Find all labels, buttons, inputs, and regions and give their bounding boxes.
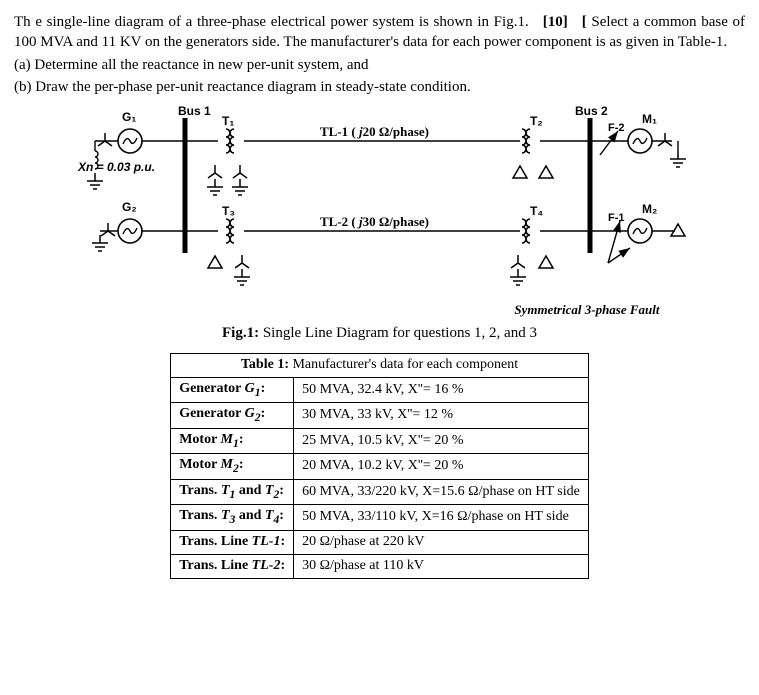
row-value: 50 MVA, 32.4 kV, X''= 16 % [294,377,589,403]
t1-label: T₁ [222,114,234,128]
f1-label: F-1 [608,212,625,224]
row-value: 20 Ω/phase at 220 kV [294,530,589,554]
g1-label: G₁ [122,110,136,124]
table-row: Trans. Line TL-1:20 Ω/phase at 220 kV [171,530,589,554]
table-row: Generator G1:50 MVA, 32.4 kV, X''= 16 % [171,377,589,403]
q-sub-b: (b) Draw the per-phase per-unit reactanc… [14,77,745,97]
row-value: 20 MVA, 10.2 kV, X''= 20 % [294,454,589,480]
table-row: Motor M2:20 MVA, 10.2 kV, X''= 20 % [171,454,589,480]
m2-label: M₂ [642,202,657,216]
table-row: Trans. Line TL-2:30 Ω/phase at 110 kV [171,554,589,578]
question-text: Th e single-line diagram of a three-phas… [14,12,745,53]
marks: [10] [543,14,568,30]
figure-caption: Fig.1: Single Line Diagram for questions… [60,323,700,343]
row-label: Trans. T3 and T4: [171,505,294,531]
data-table: Table 1: Manufacturer's data for each co… [170,353,589,579]
q-sub-a: (a) Determine all the reactance in new p… [14,55,745,75]
t4-label: T₄ [530,204,543,218]
m1-label: M₁ [642,112,657,126]
row-label: Motor M2: [171,454,294,480]
row-label: Generator G1: [171,377,294,403]
fig-caption-bold: Fig.1: [222,325,259,341]
tl1-label: TL-1 ( j20 Ω/phase) [320,124,429,139]
g2-label: G₂ [122,200,137,214]
t2-label: T₂ [530,114,543,128]
row-value: 30 MVA, 33 kV, X''= 12 % [294,403,589,429]
row-value: 50 MVA, 33/110 kV, X=16 Ω/phase on HT si… [294,505,589,531]
table-title-rest: Manufacturer's data for each component [289,357,518,372]
row-label: Generator G2: [171,403,294,429]
bus1-label: Bus 1 [178,104,211,118]
table-row: Trans. T3 and T4:50 MVA, 33/110 kV, X=16… [171,505,589,531]
row-value: 25 MVA, 10.5 kV, X''= 20 % [294,428,589,454]
row-value: 60 MVA, 33/220 kV, X=15.6 Ω/phase on HT … [294,479,589,505]
row-value: 30 Ω/phase at 110 kV [294,554,589,578]
figure-wrap: Bus 1 Bus 2 G₁ Xn = 0.03 p.u. T₁ TL-1 ( … [60,103,700,343]
xn-label: Xn = 0.03 p.u. [77,160,155,174]
bus2-label: Bus 2 [575,104,608,118]
table-row: Generator G2:30 MVA, 33 kV, X''= 12 % [171,403,589,429]
table-title-bold: Table 1: [241,357,289,372]
row-label: Trans. T1 and T2: [171,479,294,505]
row-label: Motor M1: [171,428,294,454]
row-label: Trans. Line TL-1: [171,530,294,554]
tl2-label: TL-2 ( j30 Ω/phase) [320,214,429,229]
t3-label: T₃ [222,204,235,218]
fault-note: Symmetrical 3-phase Fault [60,301,660,319]
table-row: Motor M1:25 MVA, 10.5 kV, X''= 20 % [171,428,589,454]
table-row: Trans. T1 and T2:60 MVA, 33/220 kV, X=15… [171,479,589,505]
fig-caption-text: Single Line Diagram for questions 1, 2, … [259,325,537,341]
single-line-diagram: Bus 1 Bus 2 G₁ Xn = 0.03 p.u. T₁ TL-1 ( … [60,103,700,303]
q-line1: Th e single-line diagram of a three-phas… [14,14,529,30]
table-title: Table 1: Manufacturer's data for each co… [171,353,589,377]
row-label: Trans. Line TL-2: [171,554,294,578]
marks-extra: [ [582,14,587,30]
